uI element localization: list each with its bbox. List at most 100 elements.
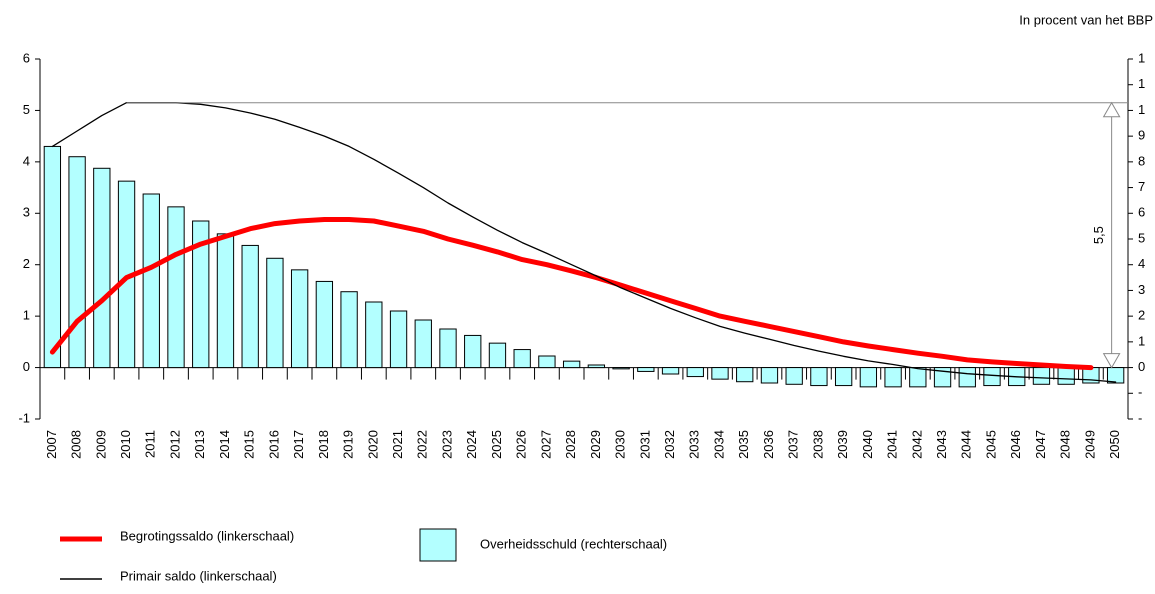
bar [290,269,309,369]
x-tick-label: 2016 [266,430,281,459]
x-tick-label: 2035 [736,430,751,459]
x-tick-label: 2045 [983,430,998,459]
x-tick-label: 2017 [291,430,306,459]
x-tick-label: 2024 [464,430,479,459]
x-tick-label: 2043 [934,430,949,459]
x-tick-label: 2021 [390,430,405,459]
x-tick-label: 2010 [118,430,133,459]
x-tick-label: 2009 [93,430,108,459]
bar [612,367,630,370]
x-tick-label: 2028 [563,430,578,459]
bar [389,310,408,369]
x-tick-label: 2050 [1107,430,1122,459]
x-tick-label: 2019 [341,430,356,459]
x-tick-label: 2033 [687,430,702,459]
bar [859,367,878,388]
x-tick-label: 2023 [439,430,454,459]
bar [760,367,779,384]
x-tick-label: 2039 [835,430,850,459]
y2-tick-label: 2 [1138,308,1145,323]
x-tick-label: 2042 [909,430,924,459]
bar [785,367,803,385]
bar [167,206,185,369]
bar [315,280,334,369]
bar [983,367,1001,387]
bar [933,367,952,388]
x-tick-label: 2007 [44,430,59,459]
bar [538,355,556,369]
bar [142,193,160,369]
bar [439,328,457,369]
y-tick-label: 6 [23,50,30,65]
x-tick-label: 2015 [242,430,257,459]
x-tick-label: 2036 [761,430,776,459]
bar [241,244,259,369]
x-tick-label: 2041 [885,430,900,459]
y2-tick-label: 1 [1138,76,1145,91]
bar [711,367,729,380]
bar [661,367,680,375]
bar [1032,367,1051,385]
y-tick-label: 2 [23,256,30,271]
x-tick-label: 2032 [662,430,677,459]
bar [834,367,853,387]
legend-swatch [419,528,457,562]
x-tick-label: 2037 [786,430,801,459]
bar [488,342,507,369]
x-tick-label: 2047 [1033,430,1048,459]
y2-tick-label: 9 [1138,128,1145,143]
annotation: 5,5 [1091,226,1106,244]
x-tick-label: 2048 [1058,430,1073,459]
bar [810,367,828,387]
bar [1106,367,1125,384]
y-tick-label: 0 [23,359,30,374]
y-tick-label: -1 [18,410,30,425]
x-tick-label: 2030 [613,430,628,459]
y2-tick-label: - [1138,385,1142,400]
chart-title: In procent van het BBP [1019,12,1153,27]
x-tick-label: 2014 [217,430,232,459]
x-tick-label: 2049 [1082,430,1097,459]
bar [365,301,383,369]
bar [266,257,284,369]
bar [43,145,62,369]
bar [464,334,482,369]
bar [414,319,432,369]
bar [340,291,358,369]
y2-tick-label: 1 [1138,333,1145,348]
arrow-head [1102,353,1121,369]
y-tick-label: 5 [23,102,30,117]
y-tick-label: 3 [23,205,30,220]
x-tick-label: 2025 [489,430,504,459]
y2-tick-label: - [1138,410,1142,425]
y-tick-label: 4 [23,153,30,168]
bar [736,367,754,383]
bar [958,367,976,388]
legend-label: Begrotingssaldo (linkerschaal) [120,528,294,543]
x-tick-label: 2044 [959,430,974,459]
bar [1057,367,1075,385]
bar [562,360,581,369]
x-tick-label: 2013 [192,430,207,459]
y2-tick-label: 1 [1138,102,1145,117]
legend-label: Primair saldo (linkerschaal) [120,568,277,583]
x-tick-label: 2046 [1008,430,1023,459]
bar [513,349,531,369]
arrow-head [1102,101,1121,118]
y2-tick-label: 6 [1138,205,1145,220]
bar [192,220,210,369]
x-tick-label: 2034 [711,430,726,459]
bar [909,367,927,388]
y2-tick-label: 7 [1138,179,1145,194]
x-tick-label: 2029 [588,430,603,459]
y-tick-label: 1 [23,308,30,323]
bar [216,233,235,369]
x-tick-label: 2008 [69,430,84,459]
y2-tick-label: 0 [1138,359,1145,374]
y2-tick-label: 3 [1138,282,1145,297]
x-tick-label: 2012 [167,430,182,459]
line [51,102,1117,383]
legend-label: Overheidsschuld (rechterschaal) [480,536,667,551]
x-tick-label: 2026 [514,430,529,459]
y2-tick-label: 4 [1138,256,1145,271]
